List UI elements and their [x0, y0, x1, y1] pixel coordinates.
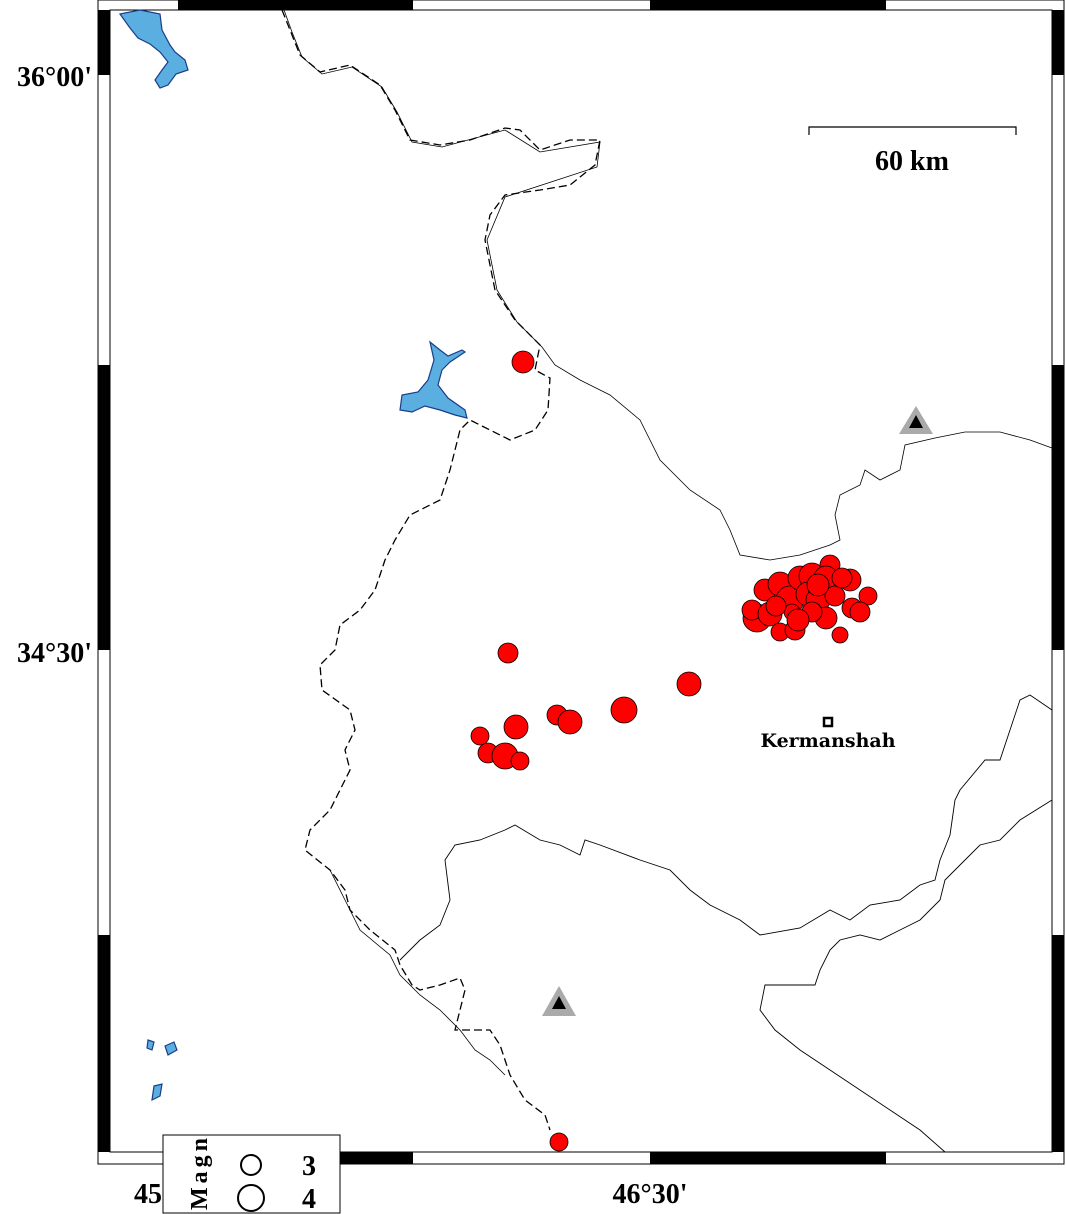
scale-bar: 60 km — [808, 126, 1017, 177]
legend-title: Magnitude — [187, 1062, 213, 1210]
borders — [281, 9, 1053, 1153]
magnitude-legend: Magnitude 3 4 — [162, 1062, 341, 1214]
city-kermanshah: Kermanshah — [760, 716, 896, 752]
earthquake-event — [858, 586, 878, 606]
earthquake-event — [549, 1132, 569, 1152]
lake-middle — [399, 340, 468, 419]
province-border-east — [759, 799, 1053, 1153]
earthquake-event — [510, 751, 530, 771]
earthquake-event — [849, 601, 871, 623]
earthquake-event — [497, 642, 519, 664]
pond-2 — [164, 1041, 178, 1056]
earthquake-event — [676, 671, 702, 697]
earthquake-event — [831, 567, 853, 589]
legend-label-3: 3 — [302, 1151, 316, 1182]
earthquake-event — [470, 726, 490, 746]
scale-bar-label: 60 km — [875, 146, 949, 177]
legend-label-4: 4 — [302, 1184, 316, 1214]
city-square-icon — [822, 716, 834, 728]
city-label: Kermanshah — [760, 730, 895, 752]
province-border-west — [329, 869, 506, 1076]
legend-circle-4 — [237, 1184, 265, 1212]
earthquake-event — [610, 696, 638, 724]
pond-1 — [146, 1039, 155, 1051]
earthquake-event — [765, 595, 787, 617]
pond-3 — [151, 1083, 163, 1102]
province-border-south — [399, 694, 1053, 961]
lon-label-46-30: 46°30' — [613, 1179, 688, 1210]
border-solid-overlay — [283, 9, 1053, 561]
earthquake-event — [786, 608, 810, 632]
earthquake-event — [503, 714, 529, 740]
earthquake-event — [806, 573, 830, 597]
map-frame — [97, 0, 1065, 1165]
lat-label-34-30: 34°30' — [17, 638, 92, 669]
seismic-station — [542, 986, 576, 1016]
earthquake-events — [470, 350, 878, 1152]
earthquake-event — [831, 626, 849, 644]
earthquake-event — [511, 350, 535, 374]
lon-label-45: 45 — [134, 1179, 162, 1210]
international-border — [281, 9, 601, 1131]
lakes — [118, 9, 468, 1102]
lat-label-36: 36°00' — [17, 62, 92, 93]
legend-circle-3 — [240, 1154, 262, 1176]
lake-north — [118, 9, 189, 89]
earthquake-event — [557, 709, 583, 735]
seismic-station — [899, 406, 933, 434]
earthquake-event — [824, 585, 846, 607]
